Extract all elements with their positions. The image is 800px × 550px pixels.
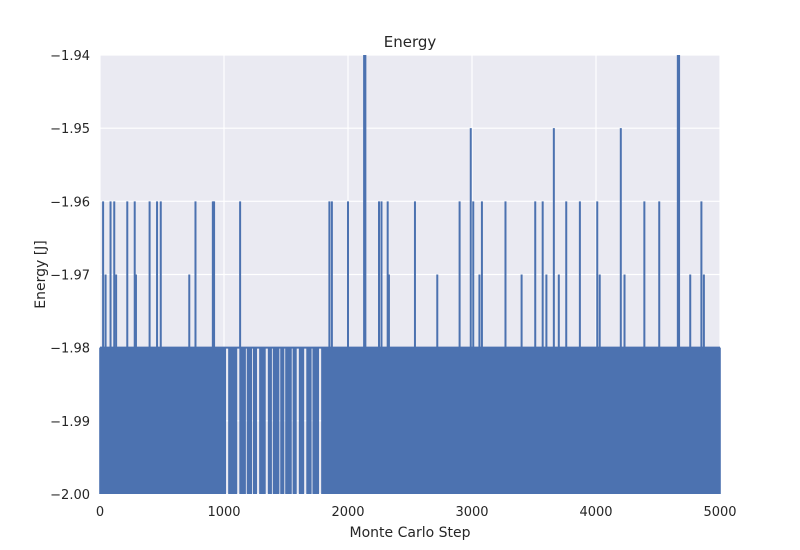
low-run-block (382, 347, 384, 494)
low-run-block (117, 347, 119, 494)
low-run-block (591, 347, 593, 494)
low-run-block (124, 347, 127, 494)
low-run-block (108, 347, 110, 494)
low-run-block (281, 347, 284, 494)
low-run-block (313, 347, 319, 494)
y-tick-label: −1.99 (50, 415, 90, 430)
series-oscillation (99, 347, 721, 494)
low-run-block (286, 347, 291, 494)
low-run-block (173, 347, 175, 494)
y-tick-label: −1.95 (50, 122, 90, 137)
low-run-block (240, 347, 246, 494)
low-run-block (457, 347, 459, 494)
low-run-block (137, 347, 139, 494)
low-run-block (247, 347, 252, 494)
low-run-block (561, 347, 563, 494)
low-run-block (649, 347, 651, 494)
low-run-block (180, 347, 182, 494)
low-run-block (639, 347, 641, 494)
low-run-block (442, 347, 444, 494)
y-tick-label: −1.98 (50, 342, 90, 357)
low-run-block (131, 347, 132, 494)
low-run-block (205, 347, 207, 494)
x-tick-label: 3000 (455, 505, 488, 520)
low-run-block (196, 347, 198, 494)
low-run-block (494, 347, 496, 494)
low-run-block (339, 347, 342, 494)
low-run-block (268, 347, 272, 494)
low-run-block (299, 347, 304, 494)
low-run-block (219, 347, 226, 494)
low-run-block (603, 347, 605, 494)
x-axis-ticks: 0 1000 2000 3000 4000 5000 (96, 505, 737, 520)
x-axis-label: Monte Carlo Step (350, 525, 471, 541)
x-tick-label: 4000 (579, 505, 612, 520)
x-tick-label: 0 (96, 505, 104, 520)
low-run-block (143, 347, 145, 494)
low-run-block (152, 347, 154, 494)
low-run-block (718, 347, 720, 494)
low-run-block (307, 347, 311, 494)
low-run-block (670, 347, 673, 494)
low-run-block (713, 347, 716, 494)
low-run-block (450, 347, 453, 494)
low-run-block (321, 347, 324, 494)
low-run-block (113, 347, 115, 494)
low-run-block (100, 347, 102, 494)
low-run-block (253, 347, 257, 494)
low-run-block (698, 347, 701, 494)
low-run-block (664, 347, 666, 494)
low-run-block (692, 347, 694, 494)
x-tick-label: 5000 (703, 505, 736, 520)
low-run-block (158, 347, 160, 494)
low-run-block (424, 347, 427, 494)
y-tick-label: −1.97 (50, 269, 90, 284)
low-run-block (186, 347, 189, 494)
low-run-block (707, 347, 709, 494)
low-run-block (624, 347, 626, 494)
low-run-block (540, 347, 542, 494)
low-run-block (485, 347, 487, 494)
energy-series (99, 55, 721, 494)
low-run-block (293, 347, 296, 494)
y-tick-label: −1.94 (50, 49, 90, 64)
low-run-block (103, 347, 106, 494)
low-run-block (228, 347, 237, 494)
low-run-block (583, 347, 585, 494)
x-tick-label: 2000 (331, 505, 364, 520)
low-run-block (529, 347, 531, 494)
low-run-block (259, 347, 265, 494)
low-run-block (500, 347, 502, 494)
low-run-block (432, 347, 435, 494)
low-run-block (655, 347, 657, 494)
low-run-block (417, 347, 420, 494)
y-axis-ticks: −2.00 −1.99 −1.98 −1.97 −1.96 −1.95 −1.94 (50, 49, 90, 503)
y-tick-label: −2.00 (50, 488, 90, 503)
low-run-block (333, 347, 335, 494)
low-run-block (476, 347, 479, 494)
low-run-block (349, 347, 352, 494)
y-axis-label: Energy [J] (33, 240, 49, 309)
low-run-block (519, 347, 521, 494)
x-tick-label: 1000 (207, 505, 240, 520)
chart-title: Energy (384, 33, 437, 51)
low-run-block (357, 347, 360, 494)
low-run-block (392, 347, 396, 494)
low-run-block (682, 347, 685, 494)
low-run-block (633, 347, 635, 494)
y-tick-label: −1.96 (50, 195, 90, 210)
low-run-block (675, 347, 677, 494)
low-run-block (548, 347, 551, 494)
low-run-block (403, 347, 406, 494)
low-run-block (214, 347, 216, 494)
low-run-block (369, 347, 371, 494)
low-run-block (465, 347, 468, 494)
low-run-block (510, 347, 512, 494)
low-run-block (571, 347, 573, 494)
low-run-block (613, 347, 615, 494)
low-run-block (273, 347, 279, 494)
low-run-block (165, 347, 167, 494)
